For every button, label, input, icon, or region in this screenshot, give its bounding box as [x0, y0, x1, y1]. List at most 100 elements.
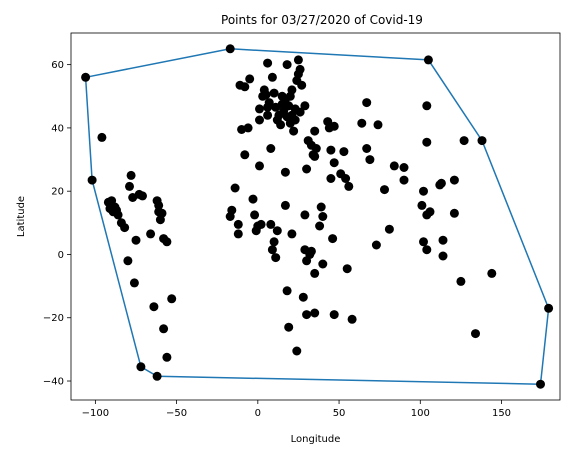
- data-point: [310, 269, 319, 278]
- data-point: [330, 158, 339, 167]
- data-point: [417, 201, 426, 210]
- data-point: [132, 236, 141, 245]
- data-point: [424, 55, 433, 64]
- data-point: [302, 310, 311, 319]
- data-point: [326, 174, 335, 183]
- data-point: [158, 209, 167, 218]
- data-point: [231, 184, 240, 193]
- data-point: [167, 294, 176, 303]
- data-point: [374, 120, 383, 129]
- data-point: [471, 329, 480, 338]
- data-point: [326, 146, 335, 155]
- data-point: [287, 85, 296, 94]
- data-point: [419, 187, 428, 196]
- data-point: [390, 161, 399, 170]
- data-point: [276, 120, 285, 129]
- y-tick-label: 20: [51, 187, 64, 198]
- data-point: [299, 293, 308, 302]
- data-point: [125, 182, 134, 191]
- data-point: [456, 277, 465, 286]
- data-point: [330, 310, 339, 319]
- x-tick-label: 0: [255, 408, 261, 419]
- data-point: [439, 252, 448, 261]
- data-point: [362, 98, 371, 107]
- data-point: [318, 260, 327, 269]
- data-point: [287, 229, 296, 238]
- x-tick-label: −100: [82, 408, 109, 419]
- data-point: [120, 223, 129, 232]
- y-tick-label: −20: [43, 313, 64, 324]
- data-point: [162, 353, 171, 362]
- data-point: [357, 119, 366, 128]
- data-point: [138, 191, 147, 200]
- y-tick-label: −40: [43, 377, 64, 388]
- data-point: [281, 168, 290, 177]
- data-point: [268, 73, 277, 82]
- y-tick-label: 60: [51, 60, 64, 71]
- data-point: [291, 116, 300, 125]
- data-point: [266, 220, 275, 229]
- data-point: [255, 161, 264, 170]
- data-point: [450, 176, 459, 185]
- data-point: [130, 278, 139, 287]
- data-point: [419, 237, 428, 246]
- data-point: [270, 237, 279, 246]
- data-point: [487, 269, 496, 278]
- data-point: [234, 229, 243, 238]
- data-point: [292, 347, 301, 356]
- data-point: [283, 286, 292, 295]
- x-tick-label: −50: [166, 408, 187, 419]
- data-point: [146, 229, 155, 238]
- data-point: [255, 104, 264, 113]
- data-point: [426, 207, 435, 216]
- data-point: [343, 264, 352, 273]
- data-point: [437, 179, 446, 188]
- data-point: [227, 206, 236, 215]
- data-point: [296, 65, 305, 74]
- data-point: [226, 44, 235, 53]
- data-point: [249, 195, 258, 204]
- data-point: [88, 176, 97, 185]
- data-point: [422, 138, 431, 147]
- data-point: [97, 133, 106, 142]
- data-point: [422, 245, 431, 254]
- data-point: [294, 55, 303, 64]
- data-point: [365, 155, 374, 164]
- data-point: [153, 372, 162, 381]
- data-point: [263, 111, 272, 120]
- data-point: [266, 144, 275, 153]
- data-point: [400, 176, 409, 185]
- data-point: [385, 225, 394, 234]
- x-tick-label: 150: [492, 408, 511, 419]
- data-point: [372, 241, 381, 250]
- data-point: [162, 237, 171, 246]
- data-point: [302, 165, 311, 174]
- data-point: [149, 302, 158, 311]
- data-point: [310, 152, 319, 161]
- data-point: [317, 203, 326, 212]
- data-point: [114, 210, 123, 219]
- data-point: [380, 185, 389, 194]
- data-point: [536, 380, 545, 389]
- data-point: [123, 256, 132, 265]
- data-point: [344, 182, 353, 191]
- data-point: [300, 210, 309, 219]
- x-axis-label: Longitude: [291, 434, 341, 445]
- x-tick-label: 100: [411, 408, 430, 419]
- data-point: [257, 220, 266, 229]
- data-point: [318, 212, 327, 221]
- data-point: [310, 127, 319, 136]
- data-point: [307, 247, 316, 256]
- data-point: [348, 315, 357, 324]
- data-point: [273, 226, 282, 235]
- data-point: [478, 136, 487, 145]
- y-tick-label: 40: [51, 123, 64, 134]
- data-point: [283, 60, 292, 69]
- data-point: [339, 147, 348, 156]
- data-point: [240, 82, 249, 91]
- x-tick-label: 50: [333, 408, 346, 419]
- data-point: [310, 309, 319, 318]
- data-point: [460, 136, 469, 145]
- data-point: [362, 144, 371, 153]
